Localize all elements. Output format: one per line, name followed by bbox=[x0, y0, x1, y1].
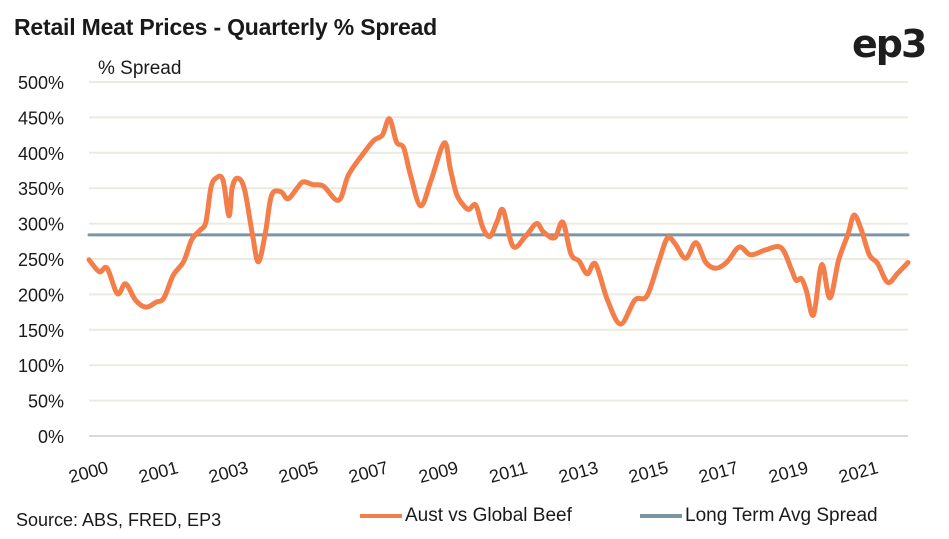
x-tick-label: 2000 bbox=[67, 457, 111, 487]
y-tick-label: 350% bbox=[18, 179, 64, 199]
legend-label: Aust vs Global Beef bbox=[405, 505, 572, 526]
x-axis-ticks: 2000 2001 2003 2005 2007 2009 2011 2013 2015 2017… bbox=[67, 457, 881, 487]
series-lines bbox=[86, 116, 911, 327]
y-axis-label: % Spread bbox=[98, 58, 182, 79]
legend-item-long-term-avg: Long Term Avg Spread bbox=[640, 505, 878, 527]
y-tick-label: 500% bbox=[18, 73, 64, 93]
gridlines bbox=[89, 81, 908, 437]
y-tick-label: 300% bbox=[18, 215, 64, 235]
x-tick-label: 2015 bbox=[627, 457, 671, 487]
x-tick-label: 2011 bbox=[487, 458, 530, 487]
ep3-logo: ep3 bbox=[852, 22, 927, 66]
x-tick-label: 2005 bbox=[277, 457, 321, 487]
chart-title: Retail Meat Prices - Quarterly % Spread bbox=[14, 14, 437, 40]
y-tick-label: 450% bbox=[18, 108, 64, 128]
x-tick-label: 2007 bbox=[347, 457, 391, 487]
y-tick-label: 50% bbox=[28, 392, 64, 412]
x-tick-label: 2003 bbox=[207, 457, 251, 487]
source-note: Source: ABS, FRED, EP3 bbox=[16, 510, 222, 530]
x-tick-label: 2019 bbox=[767, 457, 811, 487]
legend-swatch-blue-grey bbox=[640, 514, 682, 518]
y-tick-label: 200% bbox=[18, 285, 64, 305]
series-line-aust-vs-global-beef bbox=[86, 116, 911, 327]
x-tick-label: 2001 bbox=[137, 457, 181, 487]
legend-swatch-orange bbox=[360, 514, 402, 518]
legend-item-aust-vs-global-beef: Aust vs Global Beef bbox=[360, 505, 572, 527]
x-tick-label: 2009 bbox=[417, 457, 461, 487]
y-tick-label: 150% bbox=[18, 321, 64, 341]
y-tick-label: 250% bbox=[18, 250, 64, 270]
x-tick-label: 2021 bbox=[837, 457, 881, 487]
y-axis-ticks: 0% 50% 100% 150% 200% 250% 300% 350% 400% 450% 500… bbox=[18, 73, 64, 447]
x-tick-label: 2017 bbox=[697, 457, 741, 487]
y-tick-label: 0% bbox=[38, 427, 64, 447]
legend-label: Long Term Avg Spread bbox=[685, 505, 878, 526]
y-tick-label: 100% bbox=[18, 356, 64, 376]
x-tick-label: 2013 bbox=[557, 457, 601, 487]
y-tick-label: 400% bbox=[18, 144, 64, 164]
